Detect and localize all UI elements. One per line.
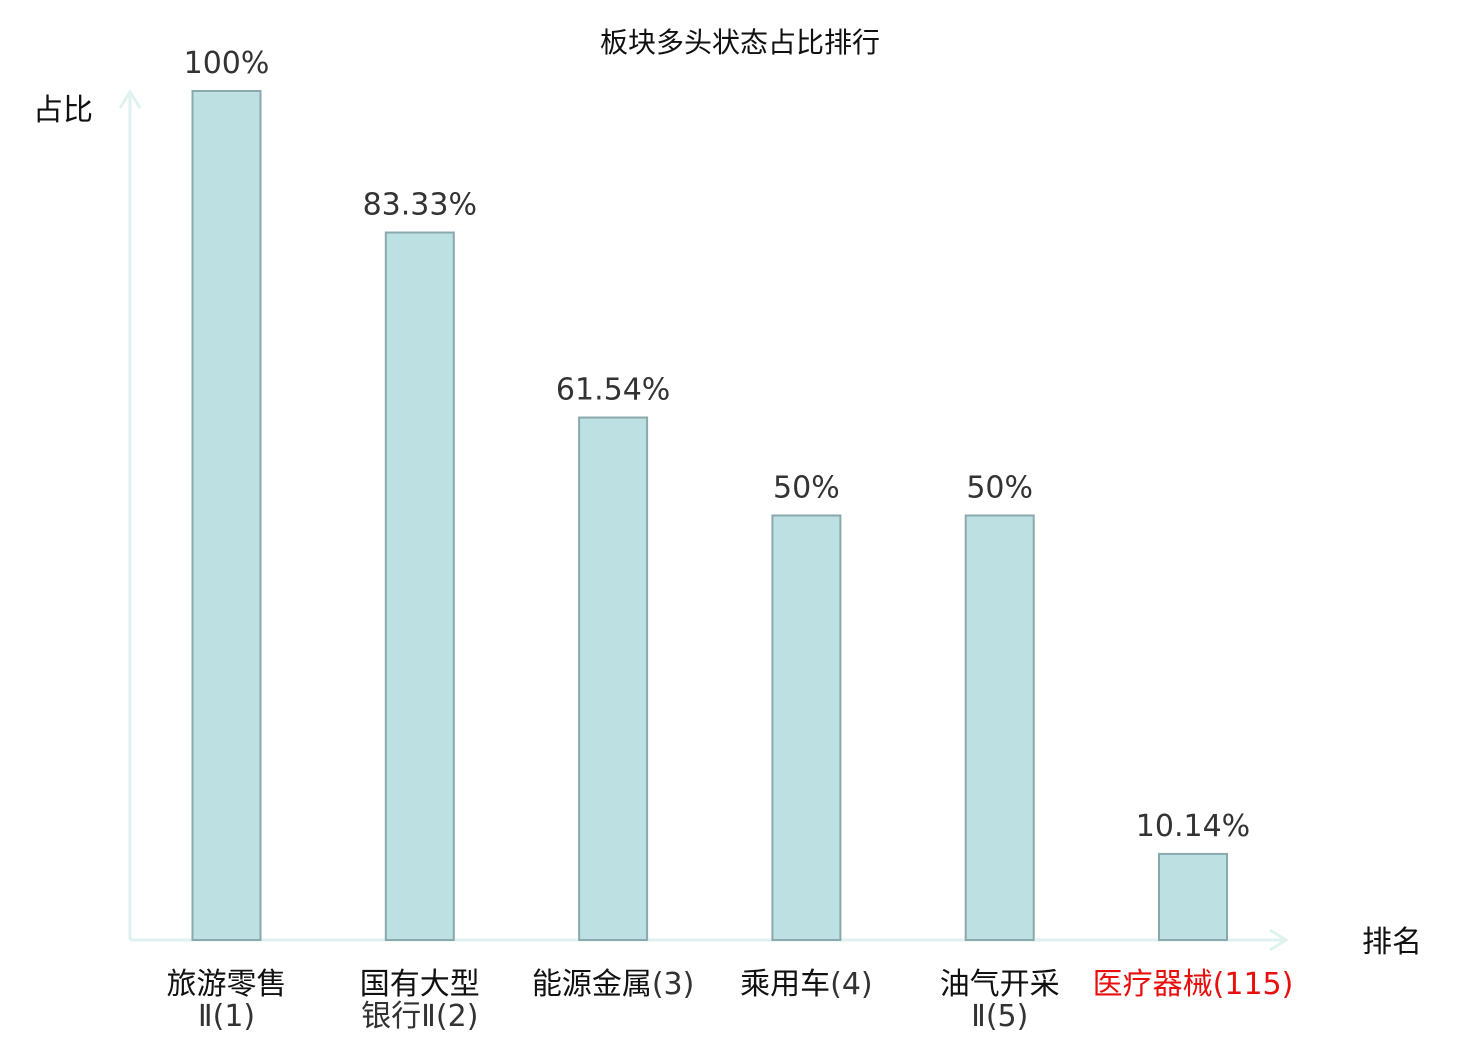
bars-group — [191, 90, 1228, 941]
bar-5 — [964, 514, 1035, 941]
category-label-4: 乘用车(4) — [740, 967, 873, 1002]
category-label-1: 旅游零售 — [167, 967, 287, 1002]
value-labels-group: 100% 83.33% 61.54% 50% 50% 10.14% — [184, 46, 1251, 844]
bar-2 — [384, 231, 455, 941]
y-axis-label: 占比 — [33, 93, 93, 128]
value-label-1: 100% — [184, 46, 270, 81]
category-sublabel-5: Ⅱ(5) — [971, 999, 1028, 1034]
chart-title: 板块多头状态占比排行 — [600, 26, 880, 59]
category-label-5: 油气开采 — [940, 967, 1060, 1002]
x-axis-label: 排名 — [1362, 925, 1422, 960]
y-axis-arrow-icon — [118, 89, 142, 109]
value-label-2: 83.33% — [363, 188, 477, 223]
bar-3 — [578, 416, 649, 941]
category-label-3: 能源金属(3) — [532, 967, 695, 1002]
category-sublabel-2: 银行Ⅱ(2) — [361, 999, 478, 1034]
value-label-5: 50% — [966, 471, 1033, 506]
value-label-6: 10.14% — [1136, 809, 1250, 844]
category-label-2: 国有大型 — [360, 967, 480, 1002]
category-label-6: 医疗器械(115) — [1093, 967, 1294, 1002]
value-label-4: 50% — [773, 471, 840, 506]
bar-6 — [1158, 852, 1228, 941]
value-label-3: 61.54% — [556, 373, 670, 408]
x-axis-arrow-icon — [1269, 928, 1289, 952]
bar-4 — [771, 514, 842, 941]
bar-1 — [191, 90, 262, 941]
category-sublabel-1: Ⅱ(1) — [198, 999, 255, 1034]
